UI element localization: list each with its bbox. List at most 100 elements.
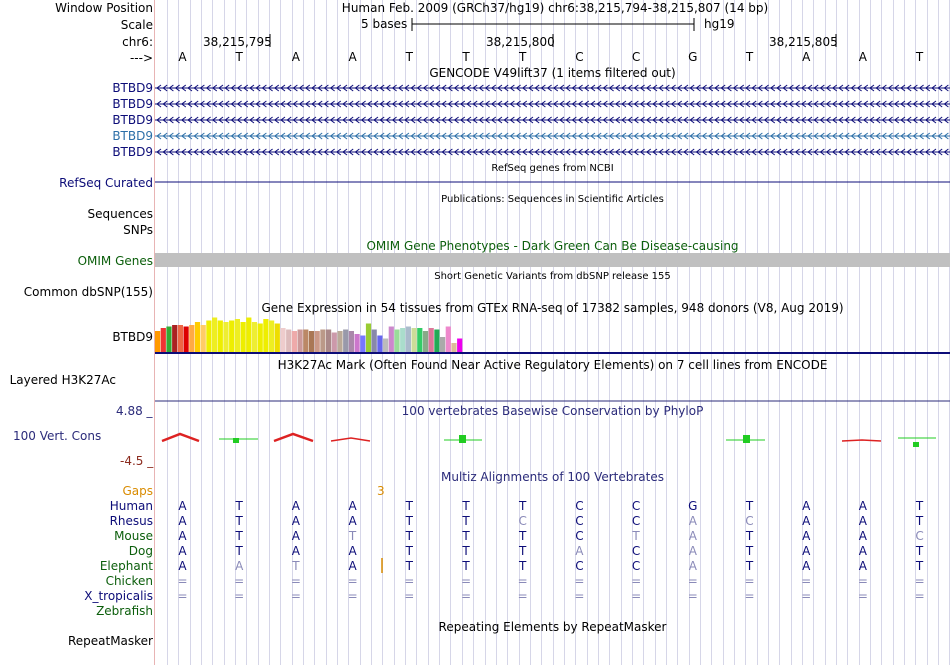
strand-arrow [552,100,559,108]
strand-arrow [714,100,720,108]
strand-arrow [794,100,800,108]
strand-arrow [255,116,261,124]
species-label[interactable]: Chicken [105,574,153,588]
alignment-base: = [574,574,585,588]
strand-arrow [385,116,391,124]
strand-arrow [180,100,187,108]
strand-arrow [261,148,267,156]
refseq-label[interactable]: RefSeq Curated [59,176,153,190]
repeatmasker-label[interactable]: RepeatMasker [67,634,153,648]
species-label[interactable]: X_tropicalis [84,589,153,603]
strand-arrow [937,132,943,140]
alignment-base: A [291,544,300,558]
label-separator [154,0,155,665]
phylop-pos [743,435,750,443]
strand-arrow [825,100,831,108]
species-label[interactable]: Rhesus [109,514,153,528]
gtex-bar [451,343,457,352]
publications-snps-label[interactable]: SNPs [123,223,153,237]
species-label[interactable]: Dog [128,544,153,558]
gaps-label[interactable]: Gaps [122,484,153,498]
alignment-base: T [405,559,413,573]
strand-arrow [335,100,342,108]
gtex-bar [194,322,201,352]
dbsnp-label[interactable]: Common dbSNP(155) [23,285,153,299]
gridline [881,0,882,665]
species-label[interactable]: Zebrafish [96,604,153,618]
strand-arrow [391,148,397,156]
strand-arrow [497,84,503,92]
species-label[interactable]: Elephant [99,559,153,573]
ruler-position: 38,215,800 [486,35,555,49]
gridline [655,0,656,665]
ruler-base: C [575,50,584,64]
strand-arrow [906,116,912,124]
strand-arrow [751,132,757,140]
strand-arrow [670,84,676,92]
publications-sequences-label[interactable]: Sequences [87,207,153,221]
gridline [485,0,486,665]
strand-arrow [596,148,602,156]
strand-arrow [521,132,528,140]
strand-arrow [900,148,906,156]
strand-arrow [484,84,490,92]
strand-arrow [831,100,838,108]
alignment-base: T [348,529,357,543]
strand-arrow [732,148,738,156]
gridline [473,0,474,665]
phylop-label[interactable]: 100 Vert. Cons [13,429,102,443]
gencode-gene-label[interactable]: BTBD9 [112,145,153,159]
alignment-base: A [858,544,867,558]
strand-arrow [887,100,893,108]
h3k27ac-label[interactable]: Layered H3K27Ac [9,373,116,387]
strand-arrow [360,148,366,156]
alignment-base: T [519,529,527,543]
strand-arrow [180,132,187,140]
strand-arrow [707,100,714,108]
alignment-base: T [519,559,527,573]
alignment-base: = [177,574,188,588]
alignment-base: A [178,514,187,528]
species-label[interactable]: Mouse [114,529,153,543]
gencode-gene-label[interactable]: BTBD9 [112,129,153,143]
ruler-base: A [348,50,357,64]
strand-arrow [490,100,497,108]
strand-arrow [323,100,329,108]
strand-arrow [881,84,887,92]
gencode-gene-label[interactable]: BTBD9 [112,97,153,111]
strand-arrow [472,148,478,156]
strand-arrow [633,132,639,140]
alignment-base: = [347,589,358,603]
strand-arrow [298,132,304,140]
strand-arrow [658,116,664,124]
scale-label: Scale [120,18,153,32]
omim-label[interactable]: OMIM Genes [77,254,153,268]
strand-arrow [782,132,788,140]
strand-arrow [670,100,676,108]
species-label[interactable]: Human [109,499,153,513]
strand-arrow [540,148,546,156]
strand-arrow [490,148,497,156]
strand-arrow [342,116,348,124]
strand-arrow [174,84,180,92]
alignment-base: = [687,589,698,603]
strand-arrow [447,100,453,108]
window-position-label: Window Position [55,1,153,15]
gencode-gene-label[interactable]: BTBD9 [112,113,153,127]
publications-title: Publications: Sequences in Scientific Ar… [441,194,664,205]
strand-arrow [484,116,490,124]
strand-arrow [366,148,373,156]
gencode-gene-label[interactable]: BTBD9 [112,81,153,95]
phylop-min: -4.5 _ [120,454,154,468]
gtex-label[interactable]: BTBD9 [112,330,153,344]
strand-arrow [838,100,844,108]
strand-arrow [546,84,552,92]
strand-arrow [435,148,441,156]
strand-arrow [577,132,583,140]
strand-arrow [763,84,769,92]
strand-arrow [769,116,776,124]
strand-arrow [943,116,949,124]
strand-arrow [162,148,168,156]
strand-arrow [664,132,670,140]
